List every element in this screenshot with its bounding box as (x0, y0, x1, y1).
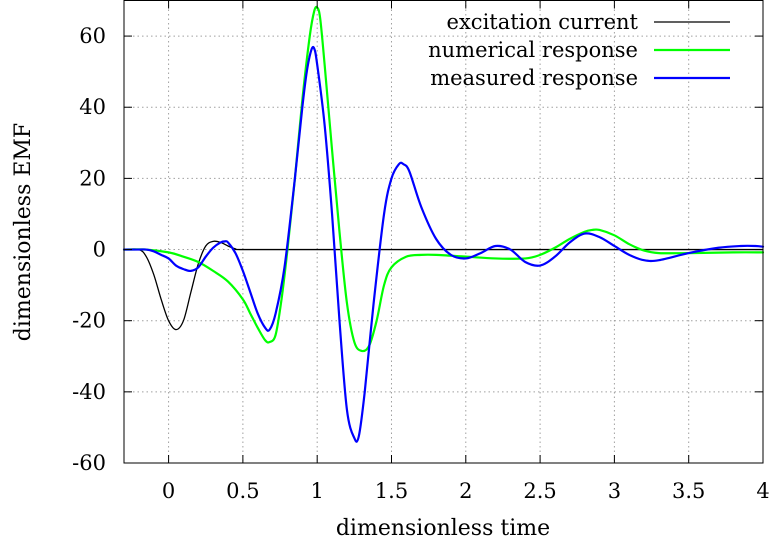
x-tick-label: 1 (310, 479, 323, 503)
x-tick-label: 0.5 (226, 479, 259, 503)
y-tick-label: -40 (72, 380, 106, 404)
x-tick-label: 2.5 (523, 479, 556, 503)
x-tick-label: 3.5 (672, 479, 705, 503)
legend-label: measured response (430, 66, 638, 90)
legend-excitation-current: excitation current (447, 10, 730, 34)
plot-frame (123, 0, 764, 464)
y-tick-label: -60 (72, 451, 106, 475)
legend: excitation current numerical response meas… (428, 10, 730, 90)
excitation-current-line (123, 240, 764, 331)
legend-label: numerical response (428, 38, 638, 62)
x-tick-label: 0 (162, 479, 175, 503)
axis-ticks: 0 0.5 1 1.5 2 2.5 3 3.5 4 -60 -40 -20 0 20 40 60 (72, 0, 770, 503)
x-tick-label: 3 (608, 479, 621, 503)
legend-label: excitation current (447, 10, 639, 34)
y-tick-label: -20 (72, 309, 106, 333)
y-tick-label: 20 (79, 166, 106, 190)
y-axis-label: dimensionless EMF (11, 123, 36, 341)
legend-numerical-response: numerical response (428, 38, 730, 62)
numerical-response-line (122, 5, 765, 353)
y-tick-label: 0 (93, 238, 106, 262)
y-tick-label: 40 (79, 95, 106, 119)
measured-response-line (122, 45, 765, 443)
x-axis-label: dimensionless time (336, 516, 550, 541)
x-tick-label: 4 (756, 479, 769, 503)
x-tick-label: 1.5 (375, 479, 408, 503)
x-tick-label: 2 (459, 479, 472, 503)
series-lines (122, 5, 765, 443)
legend-measured-response: measured response (430, 66, 730, 90)
y-tick-label: 60 (79, 24, 106, 48)
